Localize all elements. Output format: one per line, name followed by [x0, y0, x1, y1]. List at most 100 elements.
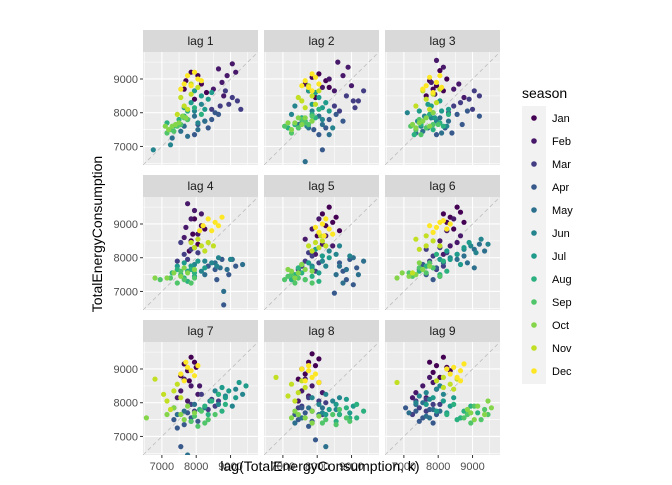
data-point	[427, 359, 433, 365]
data-point	[188, 83, 194, 89]
data-point	[236, 379, 242, 386]
data-point	[361, 258, 367, 264]
y-tick-label: 8000	[114, 398, 138, 410]
data-point	[420, 118, 426, 124]
data-point	[210, 243, 216, 249]
data-point	[306, 260, 312, 266]
data-point	[427, 415, 433, 421]
data-point	[309, 113, 315, 119]
data-point	[152, 275, 158, 281]
data-point	[309, 118, 315, 124]
data-point	[457, 368, 464, 374]
legend-label: May	[552, 205, 573, 217]
data-point	[202, 403, 208, 409]
data-point	[440, 384, 446, 391]
data-point	[454, 256, 460, 262]
data-point	[316, 106, 322, 112]
x-tick-label: 9000	[218, 461, 242, 473]
data-point	[302, 415, 308, 421]
data-point	[215, 66, 222, 72]
data-point	[352, 105, 358, 111]
legend-label: Jul	[552, 251, 566, 263]
data-point	[302, 266, 308, 273]
data-point	[354, 415, 360, 421]
data-point	[316, 229, 322, 235]
data-point	[326, 84, 332, 90]
data-point	[485, 241, 491, 247]
data-point	[454, 251, 460, 257]
data-point	[433, 57, 440, 64]
data-point	[323, 125, 329, 131]
data-point	[413, 390, 419, 396]
data-point	[336, 243, 343, 249]
data-point	[326, 255, 332, 261]
panel-plot-area	[264, 197, 379, 310]
y-tick-label: 9000	[114, 74, 138, 86]
y-tick-label: 9000	[114, 364, 138, 376]
data-point	[423, 96, 429, 102]
data-point	[361, 408, 367, 414]
data-point	[326, 406, 332, 413]
data-point	[469, 106, 476, 112]
data-point	[437, 68, 443, 74]
data-point	[343, 396, 349, 402]
data-point	[413, 408, 419, 414]
data-point	[285, 266, 291, 273]
data-point	[205, 411, 211, 418]
data-point	[413, 236, 419, 242]
data-point	[461, 415, 467, 421]
data-point	[188, 100, 194, 106]
data-point	[188, 368, 194, 374]
data-point	[435, 121, 441, 128]
data-point	[209, 89, 215, 96]
data-point	[439, 84, 445, 90]
data-point	[333, 251, 339, 257]
data-point	[323, 263, 329, 269]
data-point	[200, 223, 206, 229]
facet-panel-lag-9: lag 9	[385, 320, 500, 455]
data-point	[454, 204, 460, 210]
data-point	[430, 238, 436, 244]
data-point	[475, 410, 481, 416]
data-point	[411, 132, 417, 138]
data-point	[333, 214, 339, 220]
data-point	[191, 401, 198, 407]
data-point	[191, 96, 198, 102]
data-point	[195, 250, 201, 256]
data-point	[468, 420, 474, 426]
data-point	[440, 258, 446, 264]
data-point	[173, 121, 179, 128]
data-point	[409, 121, 416, 128]
data-point	[167, 406, 174, 413]
data-point	[348, 83, 355, 89]
data-point	[295, 115, 301, 121]
data-point	[316, 413, 322, 419]
data-point	[319, 405, 325, 411]
data-point	[326, 76, 332, 82]
data-point	[309, 248, 315, 254]
data-point	[316, 356, 322, 362]
legend-label: Jun	[552, 228, 570, 240]
data-point	[482, 406, 488, 413]
data-point	[202, 420, 208, 426]
data-point	[447, 243, 453, 249]
data-point	[343, 415, 349, 421]
data-point	[203, 89, 210, 96]
data-point	[444, 366, 450, 372]
data-point	[457, 378, 464, 384]
data-point	[340, 280, 346, 286]
data-point	[323, 417, 329, 423]
facet-strip-label: lag 6	[429, 179, 455, 193]
data-point	[181, 81, 187, 87]
legend-key-background	[522, 106, 546, 384]
data-point	[427, 263, 433, 269]
data-point	[427, 223, 433, 229]
facet-panel-lag-7: lag 7	[143, 320, 258, 455]
data-point	[309, 383, 315, 389]
data-point	[432, 115, 438, 121]
data-point	[444, 248, 450, 254]
data-point	[229, 94, 235, 101]
data-point	[185, 201, 191, 207]
data-point	[282, 277, 288, 283]
data-point	[413, 103, 419, 109]
